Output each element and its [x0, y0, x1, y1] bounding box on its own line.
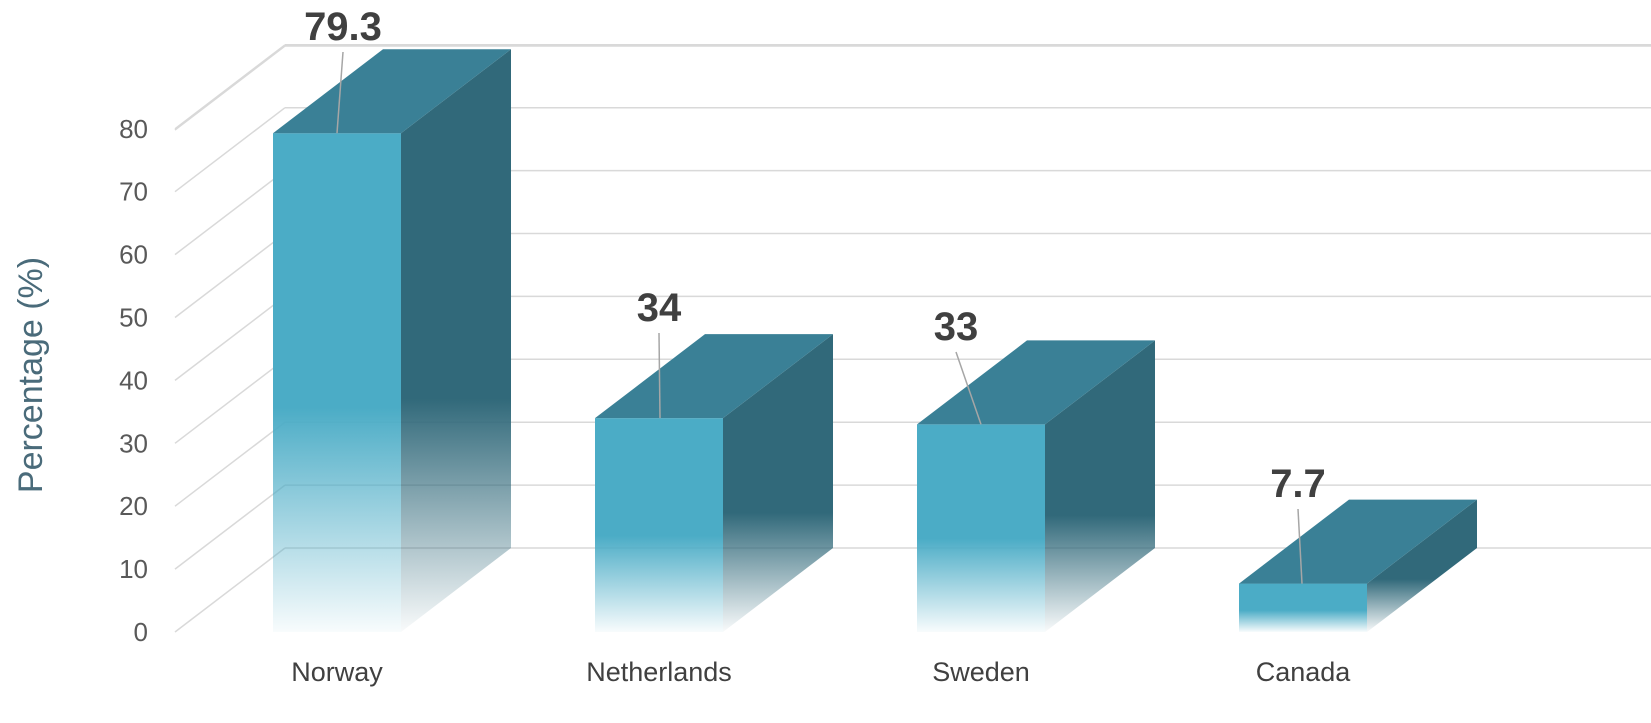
- bar: [595, 334, 833, 632]
- y-tick-label: 20: [119, 491, 148, 521]
- gridline-wall: [174, 107, 286, 193]
- data-label-leader: [658, 332, 661, 419]
- bar-front: [1239, 583, 1367, 632]
- data-label: 79.3: [304, 5, 382, 49]
- y-tick-label: 50: [119, 303, 148, 333]
- y-tick-label: 80: [119, 114, 148, 144]
- bar-side: [1367, 499, 1477, 632]
- data-labels: 79.3 34 33 7.7: [304, 5, 1326, 584]
- bar: [917, 340, 1155, 632]
- gridline-frame-wall: [174, 45, 286, 131]
- y-axis: 0 10 20 30 40 50 60 70 80: [119, 114, 148, 647]
- data-label: 34: [637, 286, 682, 330]
- gridline-wall: [174, 170, 286, 256]
- y-axis-title: Percentage (%): [12, 257, 50, 493]
- gridline-wall: [174, 44, 286, 130]
- y-tick-label: 40: [119, 365, 148, 395]
- bar-top: [1239, 499, 1477, 584]
- y-tick-label: 70: [119, 177, 148, 207]
- data-label: 7.7: [1270, 462, 1326, 506]
- bar: [273, 49, 511, 632]
- data-label-leader: [1297, 508, 1303, 584]
- x-tick-label: Norway: [291, 657, 383, 687]
- y-tick-label: 10: [119, 554, 148, 584]
- gridline-wall: [174, 547, 286, 633]
- bar-top: [917, 340, 1155, 425]
- bar-top: [273, 49, 511, 134]
- y-tick-label: 60: [119, 240, 148, 270]
- gridline-wall: [174, 484, 286, 570]
- gridline-wall: [174, 295, 286, 381]
- data-label: 33: [934, 305, 979, 349]
- bar-front: [917, 424, 1045, 632]
- x-tick-label: Netherlands: [586, 657, 732, 687]
- x-axis: Norway Netherlands Sweden Canada: [291, 657, 1351, 687]
- y-tick-label: 30: [119, 428, 148, 458]
- bar-side: [723, 334, 833, 632]
- data-label-leader: [955, 351, 982, 425]
- bars: [273, 49, 1477, 632]
- gridline-wall: [174, 358, 286, 444]
- bar-side: [1045, 340, 1155, 632]
- gridline-wall: [174, 421, 286, 507]
- data-label-leader: [336, 51, 344, 134]
- bar: [1239, 499, 1477, 632]
- y-tick-label: 0: [134, 617, 148, 647]
- gridline-wall: [174, 232, 286, 319]
- bar-front: [273, 133, 401, 632]
- x-tick-label: Canada: [1256, 657, 1352, 687]
- bar-side: [401, 49, 511, 632]
- bar-front: [595, 418, 723, 632]
- bar-top: [595, 334, 833, 419]
- x-tick-label: Sweden: [932, 657, 1030, 687]
